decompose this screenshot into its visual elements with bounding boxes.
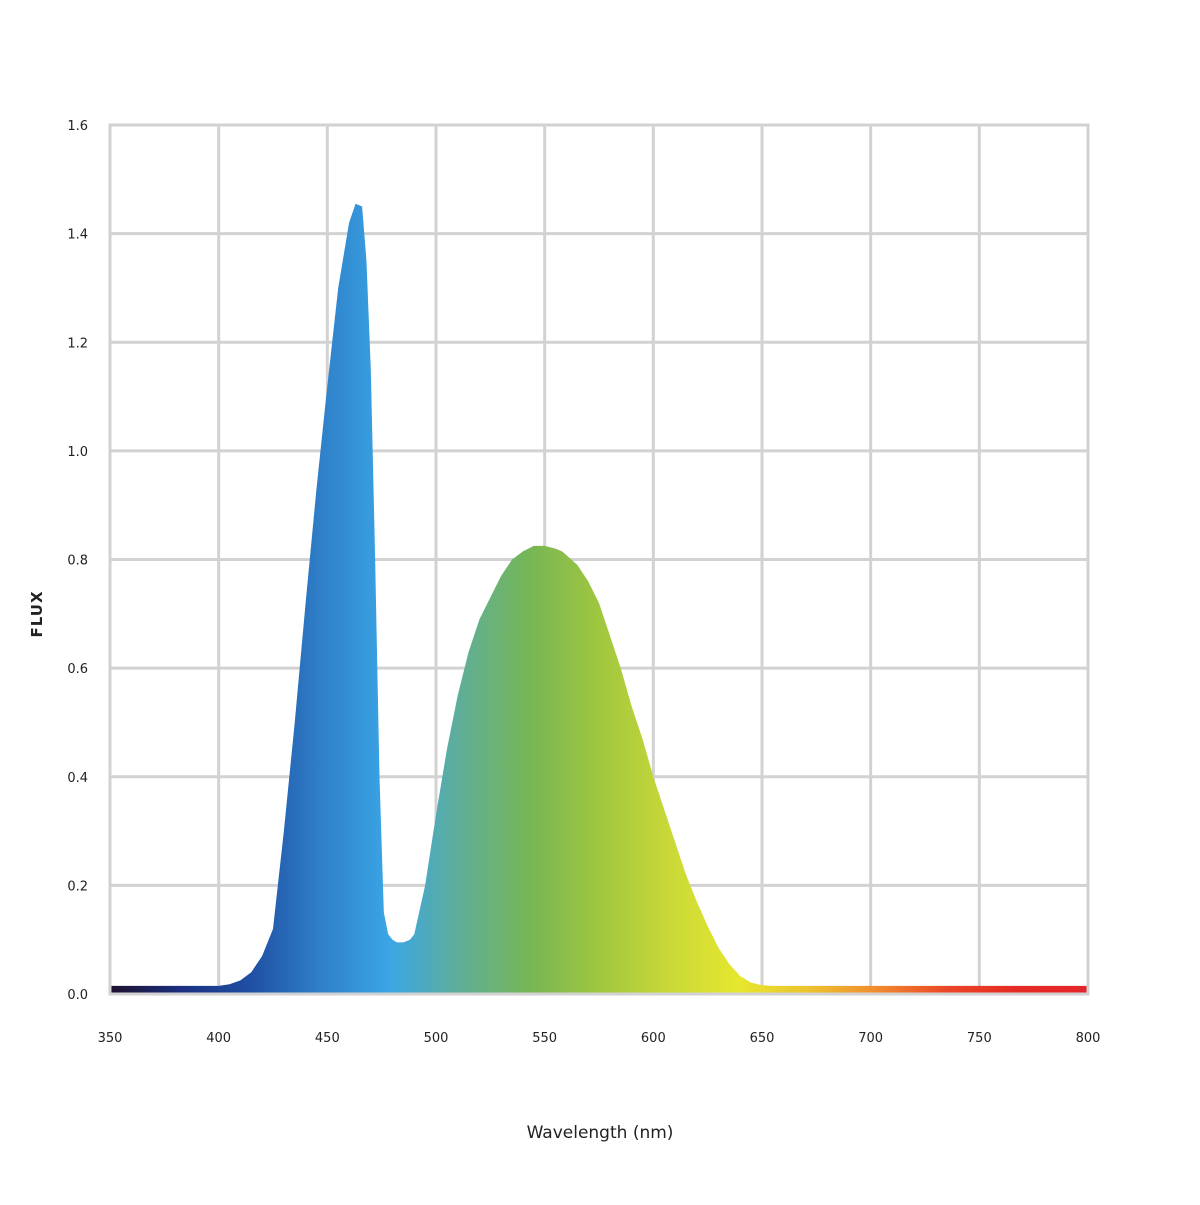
y-tick-label: 0.8 [67,554,88,569]
y-tick-label: 1.4 [67,228,88,243]
x-axis-ticks: 350 400 450 500 550 600 650 700 750 800 [98,1031,1101,1046]
y-tick-label: 1.6 [67,119,88,134]
plot-frame [108,123,1090,996]
x-tick-label: 350 [98,1031,123,1046]
x-tick-label: 750 [967,1031,992,1046]
x-tick-label: 550 [532,1031,557,1046]
x-tick-label: 650 [750,1031,775,1046]
y-axis-ticks: 0.0 0.2 0.4 0.6 0.8 1.0 1.2 1.4 1.6 [67,119,88,1003]
x-tick-label: 450 [315,1031,340,1046]
spectrum-area [110,203,1088,994]
x-tick-label: 700 [858,1031,883,1046]
x-tick-label: 600 [641,1031,666,1046]
y-tick-label: 0.4 [67,771,88,786]
y-tick-label: 1.0 [67,445,88,460]
x-tick-label: 800 [1076,1031,1101,1046]
y-tick-label: 1.2 [67,336,88,351]
y-axis-title: FLUX [28,590,46,637]
y-tick-label: 0.0 [67,988,88,1003]
spectrum-area-layer [110,203,1088,994]
plot-border [108,123,1090,996]
y-tick-label: 0.2 [67,879,88,894]
y-tick-label: 0.6 [67,662,88,677]
x-tick-label: 500 [424,1031,449,1046]
x-tick-label: 400 [206,1031,231,1046]
x-axis-title: Wavelength (nm) [527,1123,674,1143]
